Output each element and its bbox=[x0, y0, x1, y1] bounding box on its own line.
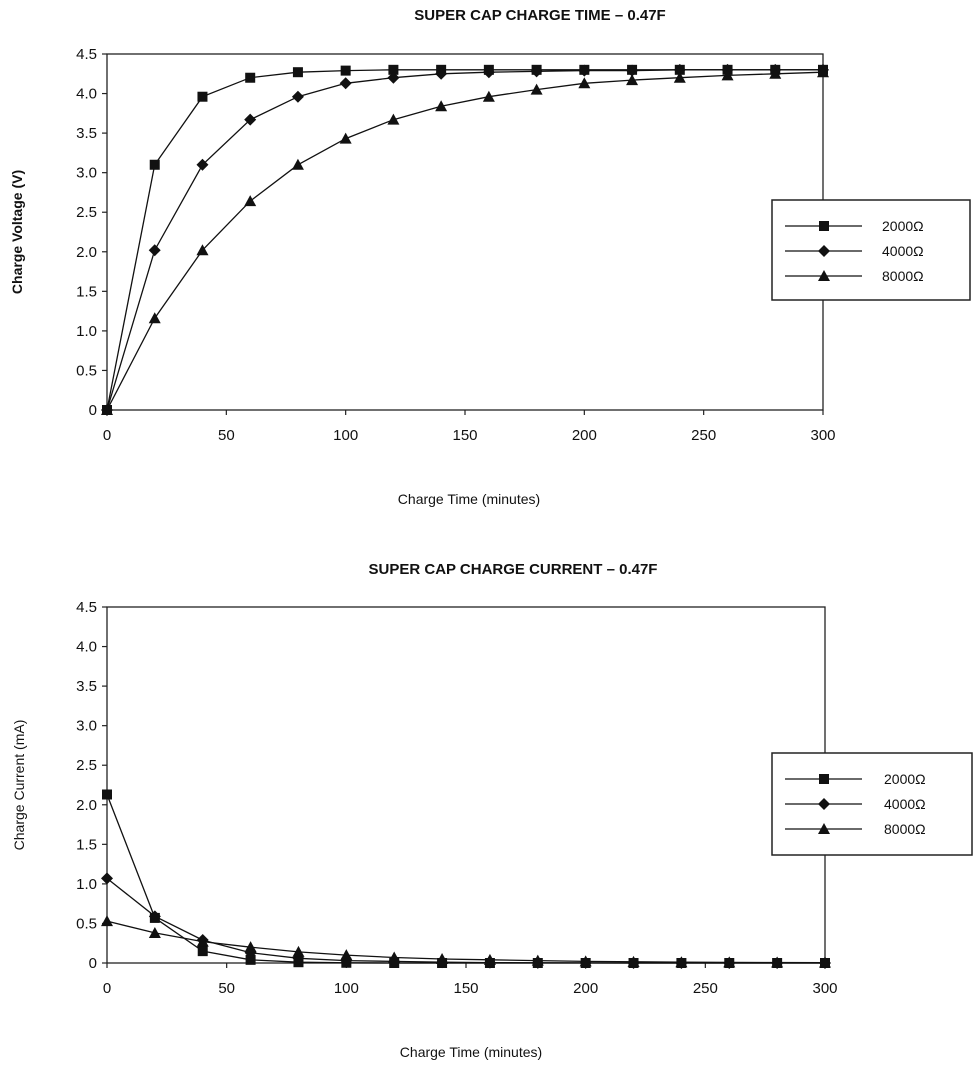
voltage-y-axis: 0 0.5 1.0 1.5 2.0 2.5 3.0 3.5 4.0 4.5 bbox=[76, 46, 107, 419]
y-tick-label: 4.5 bbox=[76, 599, 97, 616]
series-square bbox=[102, 65, 828, 415]
series-line bbox=[107, 72, 823, 410]
data-point bbox=[340, 133, 352, 144]
data-point bbox=[102, 789, 112, 799]
series-square bbox=[102, 789, 830, 968]
voltage-legend-box bbox=[772, 200, 970, 300]
current-legend: 2000Ω 4000Ω 8000Ω bbox=[772, 753, 972, 855]
legend-label: 8000Ω bbox=[884, 821, 926, 837]
data-point bbox=[292, 91, 304, 103]
voltage-y-axis-label: Charge Voltage (V) bbox=[9, 170, 25, 294]
y-tick-label: 2.5 bbox=[76, 204, 97, 221]
series-line bbox=[107, 70, 823, 410]
x-tick-label: 200 bbox=[573, 980, 598, 997]
current-plot-frame bbox=[107, 607, 825, 963]
data-point bbox=[245, 73, 255, 83]
current-series-group bbox=[101, 789, 831, 969]
legend-label: 4000Ω bbox=[884, 796, 926, 812]
x-tick-label: 0 bbox=[103, 980, 111, 997]
y-tick-label: 1.0 bbox=[76, 876, 97, 893]
y-tick-label: 0.5 bbox=[76, 915, 97, 932]
current-y-axis: 0 0.5 1.0 1.5 2.0 2.5 3.0 3.5 4.0 4.5 bbox=[76, 599, 107, 972]
voltage-x-axis-label: Charge Time (minutes) bbox=[398, 491, 540, 507]
data-point bbox=[149, 244, 161, 256]
series-line bbox=[107, 70, 823, 410]
x-tick-label: 150 bbox=[453, 980, 478, 997]
y-tick-label: 1.0 bbox=[76, 323, 97, 340]
x-tick-label: 100 bbox=[334, 980, 359, 997]
voltage-series-group bbox=[101, 64, 829, 416]
data-point bbox=[198, 946, 208, 956]
x-tick-label: 50 bbox=[218, 980, 235, 997]
x-tick-label: 200 bbox=[572, 427, 597, 444]
x-tick-label: 50 bbox=[218, 427, 235, 444]
data-point bbox=[150, 160, 160, 170]
series-line bbox=[107, 795, 825, 964]
current-chart: SUPER CAP CHARGE CURRENT – 0.47F 0 0.5 1.0… bbox=[11, 561, 972, 1060]
x-tick-label: 100 bbox=[333, 427, 358, 444]
data-point bbox=[244, 195, 256, 206]
y-tick-label: 0 bbox=[89, 955, 97, 972]
y-tick-label: 4.0 bbox=[76, 86, 97, 103]
voltage-chart-title: SUPER CAP CHARGE TIME – 0.47F bbox=[414, 7, 665, 24]
y-tick-label: 2.0 bbox=[76, 797, 97, 814]
voltage-chart: SUPER CAP CHARGE TIME – 0.47F 0 0.5 1.0 1.5… bbox=[9, 7, 970, 507]
y-tick-label: 0 bbox=[89, 402, 97, 419]
y-tick-label: 4.0 bbox=[76, 639, 97, 656]
data-point bbox=[197, 92, 207, 102]
series-line bbox=[107, 921, 825, 963]
series-triangle bbox=[101, 66, 829, 415]
y-tick-label: 1.5 bbox=[76, 283, 97, 300]
y-tick-label: 2.0 bbox=[76, 244, 97, 261]
current-chart-title: SUPER CAP CHARGE CURRENT – 0.47F bbox=[369, 561, 658, 578]
current-y-axis-label: Charge Current (mA) bbox=[11, 720, 27, 851]
data-point bbox=[341, 66, 351, 76]
y-tick-label: 3.5 bbox=[76, 678, 97, 695]
series-diamond bbox=[101, 64, 829, 416]
x-tick-label: 250 bbox=[691, 427, 716, 444]
voltage-legend: 2000Ω 4000Ω 8000Ω bbox=[772, 200, 970, 300]
voltage-plot-frame bbox=[107, 54, 823, 410]
y-tick-label: 3.0 bbox=[76, 718, 97, 735]
legend-marker-square bbox=[819, 221, 829, 231]
y-tick-label: 0.5 bbox=[76, 362, 97, 379]
data-point bbox=[293, 67, 303, 77]
legend-label: 2000Ω bbox=[884, 771, 926, 787]
x-tick-label: 0 bbox=[103, 427, 111, 444]
legend-marker-square bbox=[819, 774, 829, 784]
series-diamond bbox=[101, 872, 831, 969]
y-tick-label: 4.5 bbox=[76, 46, 97, 63]
data-point bbox=[149, 312, 161, 323]
y-tick-label: 2.5 bbox=[76, 757, 97, 774]
x-tick-label: 150 bbox=[452, 427, 477, 444]
data-point bbox=[292, 159, 304, 170]
y-tick-label: 3.0 bbox=[76, 165, 97, 182]
legend-label: 4000Ω bbox=[882, 243, 924, 259]
y-tick-label: 1.5 bbox=[76, 836, 97, 853]
voltage-x-axis: 0 50 100 150 200 250 300 bbox=[103, 410, 836, 444]
x-tick-label: 250 bbox=[693, 980, 718, 997]
x-tick-label: 300 bbox=[810, 427, 835, 444]
current-x-axis: 0 50 100 150 200 250 300 bbox=[103, 963, 838, 997]
current-x-axis-label: Charge Time (minutes) bbox=[400, 1044, 542, 1060]
legend-label: 2000Ω bbox=[882, 218, 924, 234]
data-point bbox=[101, 915, 113, 926]
y-tick-label: 3.5 bbox=[76, 125, 97, 142]
legend-label: 8000Ω bbox=[882, 268, 924, 284]
data-point bbox=[340, 77, 352, 89]
series-line bbox=[107, 878, 825, 963]
x-tick-label: 300 bbox=[812, 980, 837, 997]
series-triangle bbox=[101, 915, 831, 968]
